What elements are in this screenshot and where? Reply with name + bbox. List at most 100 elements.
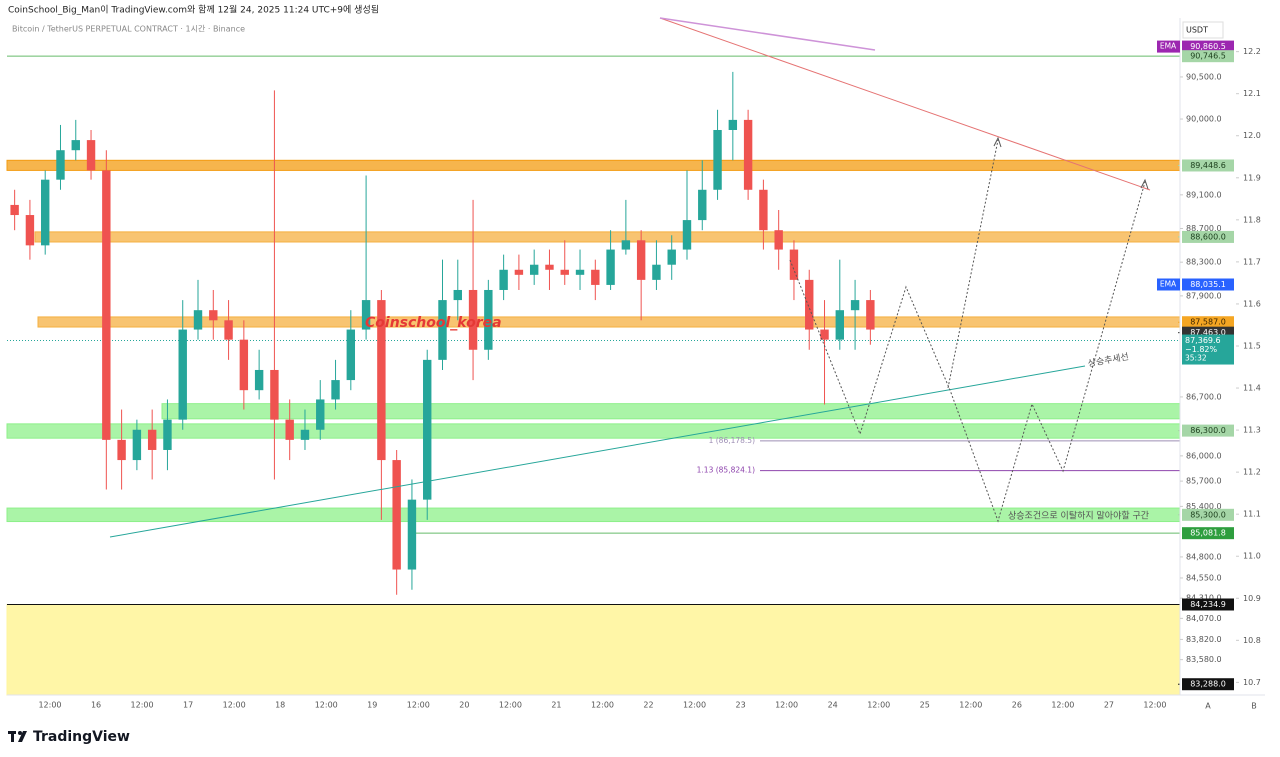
candle-body bbox=[667, 249, 676, 265]
y-tick-label: 87,900.0 bbox=[1186, 291, 1222, 300]
candle-body bbox=[499, 269, 508, 290]
x-tick-label: 19 bbox=[367, 701, 377, 710]
support-trendline bbox=[109, 365, 1086, 538]
y2-tick-label: 11.3 bbox=[1243, 426, 1261, 435]
level-label: 85,300.0 bbox=[1190, 510, 1226, 519]
x-tick-label: 21 bbox=[551, 701, 561, 710]
level-label-box bbox=[1182, 508, 1234, 521]
candle-body bbox=[805, 279, 814, 330]
level-label-box bbox=[1182, 278, 1234, 291]
candle-body bbox=[178, 329, 187, 420]
level-label-box bbox=[1182, 159, 1234, 172]
candle-body bbox=[606, 249, 615, 285]
candle-body bbox=[331, 380, 340, 400]
candle-body bbox=[728, 119, 738, 130]
candle-body bbox=[698, 189, 707, 221]
candle-body bbox=[25, 215, 35, 246]
candle-body bbox=[40, 179, 50, 246]
candle-body bbox=[453, 289, 462, 301]
x-tick-label: 12:00 bbox=[223, 701, 246, 710]
x-tick-label: 12:00 bbox=[591, 701, 614, 710]
x-tick-label: 26 bbox=[1012, 701, 1022, 710]
candle-body bbox=[392, 460, 401, 570]
y-tick-label: 85,700.0 bbox=[1186, 477, 1222, 486]
y-tick-label: 89,100.0 bbox=[1186, 190, 1222, 199]
zone bbox=[34, 231, 1181, 243]
candle-body bbox=[759, 189, 768, 231]
candle-body bbox=[86, 140, 96, 171]
x-tick-label: 18 bbox=[275, 701, 285, 710]
candle-body bbox=[132, 429, 142, 461]
candle-body bbox=[529, 264, 539, 275]
candle-body bbox=[361, 300, 371, 330]
level-label: 90,860.5 bbox=[1190, 42, 1226, 51]
zone bbox=[6, 159, 1181, 171]
x-tick-label: 12:00 bbox=[683, 701, 706, 710]
y2-tick-label: 11.0 bbox=[1243, 552, 1261, 561]
x-tick-label: 20 bbox=[459, 701, 469, 710]
price-change: −1.82% bbox=[1185, 345, 1218, 354]
level-label: 90,746.5 bbox=[1190, 52, 1226, 61]
x-tick-label: 25 bbox=[920, 701, 930, 710]
candle-body bbox=[591, 269, 600, 285]
candle-body bbox=[636, 240, 646, 280]
y2-tick-label: 11.9 bbox=[1243, 173, 1261, 182]
level-label-box bbox=[1182, 527, 1234, 540]
candle-body bbox=[163, 419, 172, 450]
y-tick-label: 90,500.0 bbox=[1186, 72, 1222, 81]
candle-body bbox=[866, 300, 875, 330]
y2-tick-label: 10.9 bbox=[1243, 594, 1261, 603]
arrow-head bbox=[993, 136, 1002, 148]
logo-part bbox=[18, 731, 27, 742]
y-tick-label: 90,000.0 bbox=[1186, 115, 1222, 124]
level-label: 84,234.9 bbox=[1190, 600, 1226, 609]
arrow-head bbox=[1140, 178, 1149, 190]
candle-body bbox=[147, 429, 157, 450]
ema-tag-box bbox=[1157, 278, 1180, 291]
level-label: 87,463.0 bbox=[1190, 328, 1226, 337]
candle-body bbox=[835, 310, 845, 340]
y2-tick-label: 11.2 bbox=[1243, 468, 1261, 477]
y2-tick-label: 12.0 bbox=[1243, 131, 1261, 140]
candle-body bbox=[316, 399, 325, 430]
x-tick-label: 12:00 bbox=[499, 701, 522, 710]
candle-body bbox=[514, 269, 524, 275]
zones bbox=[6, 159, 1181, 696]
level-label: 88,600.0 bbox=[1190, 232, 1226, 241]
y2-tick-label: 11.6 bbox=[1243, 299, 1261, 308]
y-tick-label: 88,300.0 bbox=[1186, 258, 1222, 267]
candle-body bbox=[117, 439, 126, 461]
zone bbox=[6, 603, 1181, 696]
candle-body bbox=[545, 264, 554, 270]
level-label-box bbox=[1182, 316, 1234, 329]
price-label: 87,369.6 bbox=[1185, 336, 1221, 345]
candle-body bbox=[438, 300, 447, 360]
currency-box bbox=[1182, 21, 1224, 39]
candle-body bbox=[423, 359, 432, 500]
candle-body bbox=[254, 369, 264, 391]
candle-body bbox=[407, 499, 417, 570]
level-label-box bbox=[1182, 678, 1234, 691]
axis-button: B bbox=[1251, 702, 1257, 711]
candle-body bbox=[193, 310, 203, 330]
level-label-box bbox=[1182, 424, 1234, 437]
y2-tick-label: 11.5 bbox=[1243, 341, 1261, 350]
candle-body bbox=[209, 310, 218, 321]
x-tick-label: 24 bbox=[828, 701, 838, 710]
projection-path bbox=[789, 181, 1146, 523]
candle-body bbox=[713, 129, 722, 190]
ema-line bbox=[659, 17, 876, 51]
candle-body bbox=[850, 300, 860, 311]
y-tick-label: 84,070.0 bbox=[1186, 614, 1222, 623]
ema-tag-box bbox=[1157, 40, 1180, 53]
x-tick-label: 12:00 bbox=[38, 701, 61, 710]
x-tick-label: 12:00 bbox=[407, 701, 430, 710]
candle-body bbox=[575, 269, 585, 275]
brand-logo bbox=[8, 731, 27, 742]
x-tick-label: 12:00 bbox=[1051, 701, 1074, 710]
logo-part bbox=[11, 731, 14, 742]
level-label-box bbox=[1182, 40, 1234, 53]
candle-body bbox=[56, 150, 65, 180]
level-label: 83,288.0 bbox=[1190, 680, 1226, 689]
